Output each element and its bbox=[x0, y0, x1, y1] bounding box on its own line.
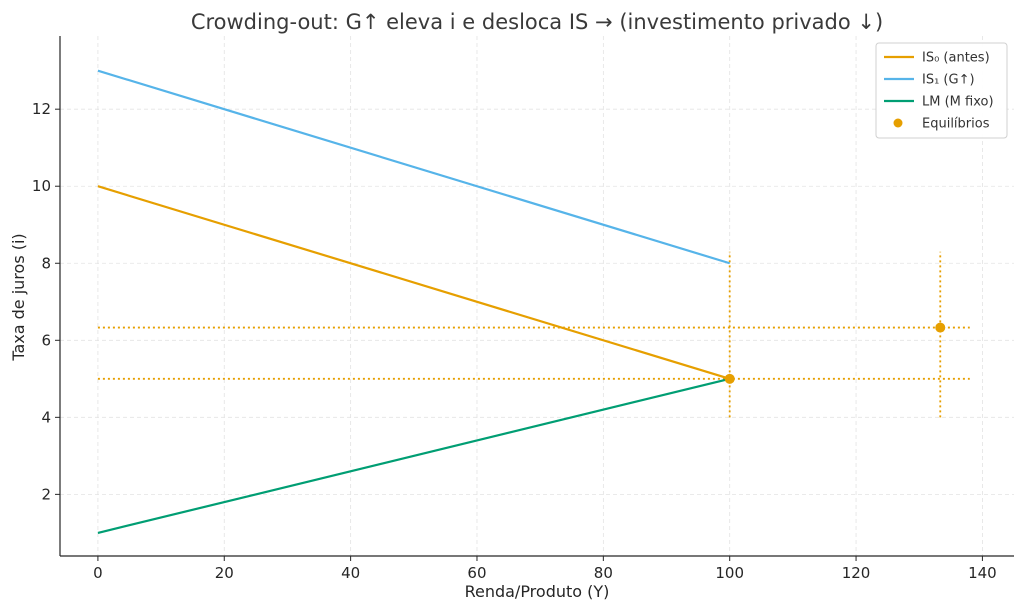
x-tick-label: 60 bbox=[467, 564, 486, 582]
x-tick-label: 0 bbox=[93, 564, 103, 582]
legend-label: IS₁ (G↑) bbox=[922, 73, 975, 88]
series-line-1 bbox=[97, 69, 731, 265]
y-axis-label: Taxa de juros (i) bbox=[9, 233, 28, 361]
y-tick-label: 8 bbox=[41, 254, 51, 272]
y-tick-label: 2 bbox=[41, 485, 51, 503]
y-tick-label: 6 bbox=[41, 331, 51, 349]
y-tick-label: 10 bbox=[32, 177, 51, 195]
series-line-0 bbox=[97, 185, 731, 380]
x-tick-label: 40 bbox=[341, 564, 360, 582]
x-tick-label: 20 bbox=[215, 564, 234, 582]
legend-box bbox=[875, 42, 1008, 139]
legend-label: LM (M fixo) bbox=[922, 95, 994, 110]
grid bbox=[60, 36, 1014, 556]
chart-title: Crowding-out: G↑ eleva i e desloca IS → … bbox=[191, 10, 883, 34]
tick-labels: 0 20 40 60 80 100 120 140 2 4 6 8 10 12 bbox=[32, 100, 997, 582]
series-layer bbox=[97, 69, 731, 534]
legend-label: Equilíbrios bbox=[922, 117, 990, 132]
series-line-2 bbox=[97, 377, 730, 534]
legend-swatch-point bbox=[893, 118, 903, 128]
x-tick-label: 140 bbox=[968, 564, 997, 582]
equilibrium-point bbox=[935, 322, 946, 333]
y-tick-label: 12 bbox=[32, 100, 51, 118]
x-tick-label: 100 bbox=[715, 564, 744, 582]
legend: IS₀ (antes) IS₁ (G↑) LM (M fixo) Equilíbrio… bbox=[875, 42, 1008, 139]
guide-lines bbox=[97, 251, 970, 418]
legend-label: IS₀ (antes) bbox=[922, 51, 990, 66]
x-tick-label: 80 bbox=[594, 564, 613, 582]
x-axis-label: Renda/Produto (Y) bbox=[465, 582, 610, 601]
y-tick-label: 4 bbox=[41, 408, 51, 426]
equilibrium-points bbox=[724, 322, 946, 384]
axes bbox=[59, 36, 1014, 557]
x-tick-label: 120 bbox=[842, 564, 871, 582]
equilibrium-point bbox=[724, 373, 735, 384]
